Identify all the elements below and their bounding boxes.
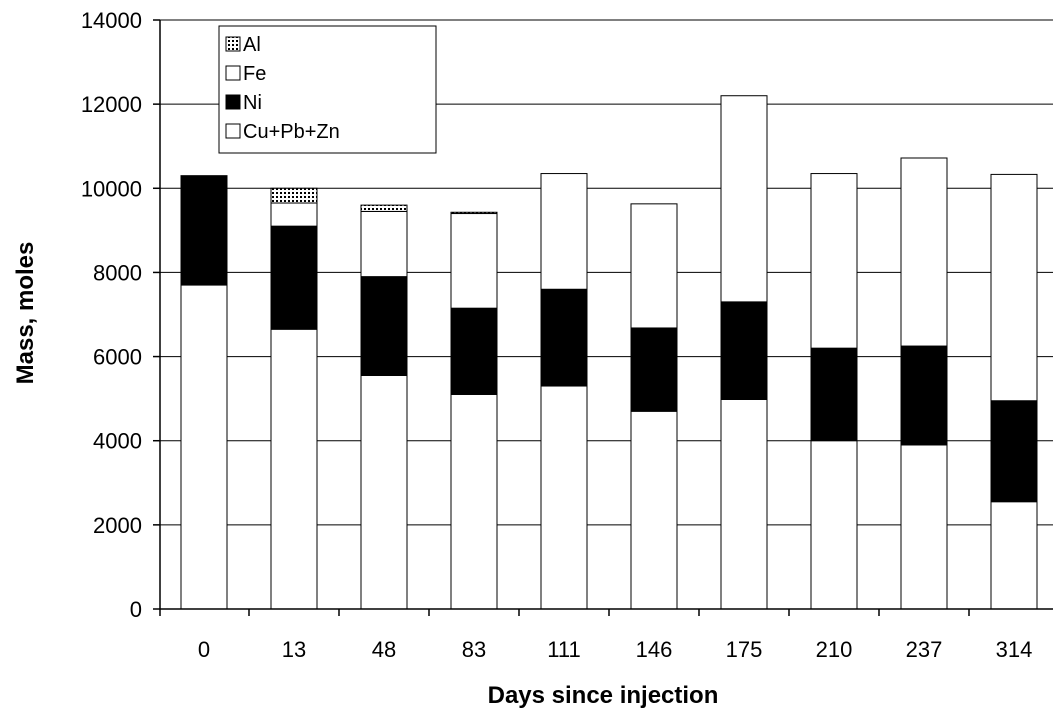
y-tick-label-2000: 2000 xyxy=(93,513,142,538)
bar-segment-cu-pb-zn-83 xyxy=(450,393,498,610)
y-tick-label-14000: 14000 xyxy=(81,8,142,33)
x-tick-label-48: 48 xyxy=(372,637,396,662)
y-axis-title: Mass, moles xyxy=(12,242,39,385)
x-tick-label-237: 237 xyxy=(906,637,943,662)
bar-segment-fe-210 xyxy=(810,173,858,349)
bar-segment-ni-83 xyxy=(450,307,498,395)
x-tick-label-83: 83 xyxy=(462,637,486,662)
bar-segment-fe-83 xyxy=(450,213,498,309)
bar-segment-cu-pb-zn-13 xyxy=(270,328,318,610)
legend-swatch-cu-pb-zn xyxy=(225,123,241,139)
x-tick-label-111: 111 xyxy=(547,637,580,662)
bars xyxy=(180,95,1038,610)
y-tick-label-12000: 12000 xyxy=(81,92,142,117)
bar-segment-ni-314 xyxy=(990,400,1038,503)
bar-segment-ni-237 xyxy=(900,345,948,446)
legend-swatch-ni xyxy=(225,94,241,110)
bar-segment-ni-48 xyxy=(360,276,408,377)
bar-segment-ni-13 xyxy=(270,225,318,330)
y-tick-labels: 0 2000 4000 6000 8000 10000 12000 14000 xyxy=(81,8,142,622)
legend-label-cu-pb-zn: Cu+Pb+Zn xyxy=(243,121,340,143)
bar-segment-fe-48 xyxy=(360,210,408,278)
bar-segment-cu-pb-zn-0 xyxy=(180,284,228,610)
bar-segment-fe-175 xyxy=(720,95,768,303)
bar-segment-ni-111 xyxy=(540,288,588,387)
bar-segment-cu-pb-zn-175 xyxy=(720,398,768,610)
y-tick-label-10000: 10000 xyxy=(81,176,142,201)
bar-segment-al-13 xyxy=(270,187,318,204)
x-tick-label-314: 314 xyxy=(996,637,1033,662)
legend-label-fe: Fe xyxy=(243,63,266,85)
bar-segment-cu-pb-zn-314 xyxy=(990,501,1038,610)
bar-segment-cu-pb-zn-111 xyxy=(540,385,588,610)
bar-segment-al-48 xyxy=(360,204,408,212)
bar-segment-fe-314 xyxy=(990,173,1038,402)
bar-segment-al-83 xyxy=(450,211,498,215)
bar-segment-cu-pb-zn-237 xyxy=(900,444,948,610)
x-tick-labels: 0 13 48 83 111 146 175 210 237 314 xyxy=(198,637,1032,662)
legend-swatch-al xyxy=(225,36,241,52)
axes xyxy=(153,19,1053,616)
y-tick-label-8000: 8000 xyxy=(93,260,142,285)
bar-segment-fe-111 xyxy=(540,173,588,290)
x-tick-label-146: 146 xyxy=(636,637,673,662)
y-tick-label-0: 0 xyxy=(130,597,142,622)
legend-label-ni: Ni xyxy=(243,92,262,114)
bar-segment-cu-pb-zn-210 xyxy=(810,440,858,610)
bar-segment-cu-pb-zn-48 xyxy=(360,375,408,610)
y-tick-label-6000: 6000 xyxy=(93,345,142,370)
bar-segment-ni-175 xyxy=(720,301,768,400)
x-tick-label-210: 210 xyxy=(816,637,853,662)
x-tick-label-175: 175 xyxy=(726,637,763,662)
bar-segment-ni-210 xyxy=(810,347,858,442)
bar-segment-fe-13 xyxy=(270,202,318,227)
bar-segment-cu-pb-zn-146 xyxy=(630,410,678,610)
legend: Al Fe Ni Cu+Pb+Zn xyxy=(218,25,437,154)
x-tick-label-13: 13 xyxy=(282,637,306,662)
legend-label-al: Al xyxy=(243,34,261,56)
bar-segment-ni-0 xyxy=(180,175,228,286)
bar-segment-fe-237 xyxy=(900,157,948,347)
y-tick-label-4000: 4000 xyxy=(93,429,142,454)
legend-swatch-fe xyxy=(225,65,241,81)
x-tick-label-0: 0 xyxy=(198,637,210,662)
bar-segment-fe-146 xyxy=(630,203,678,329)
x-axis-title: Days since injection xyxy=(488,682,719,709)
bar-segment-ni-146 xyxy=(630,327,678,412)
legend-box xyxy=(218,25,437,154)
